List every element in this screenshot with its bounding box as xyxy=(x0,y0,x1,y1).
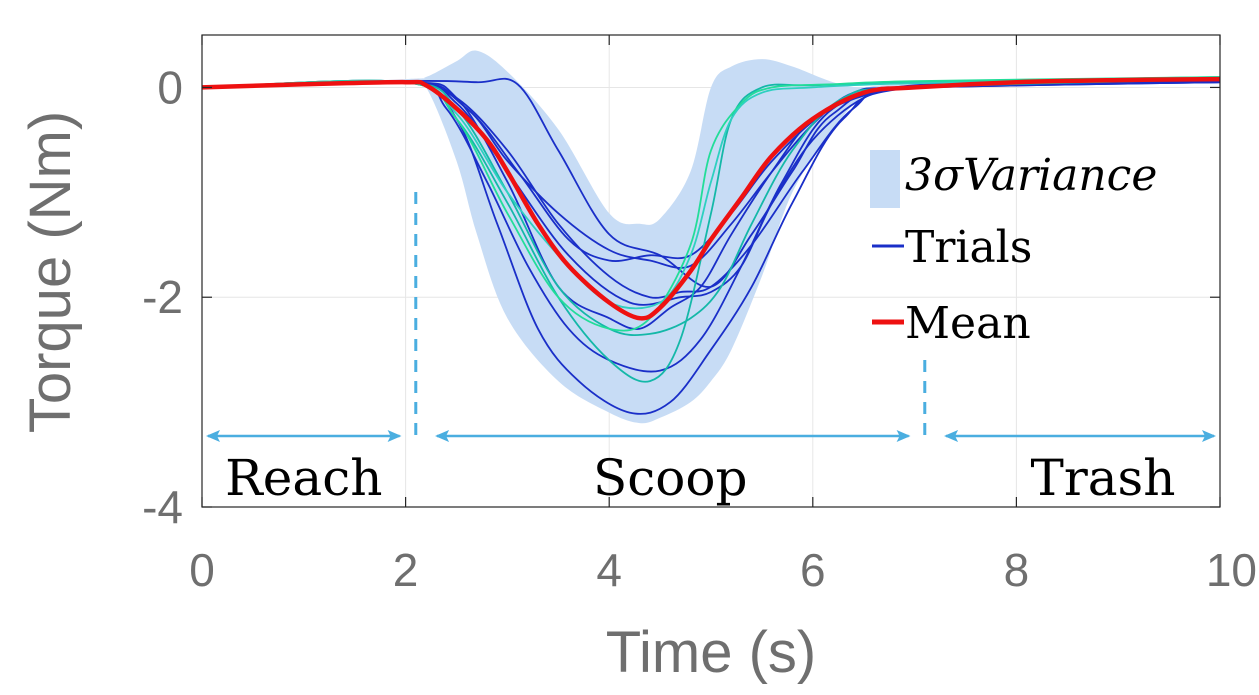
x-tick-label-1: 2 xyxy=(393,544,419,596)
x-tick-label-3: 6 xyxy=(800,544,826,596)
phase-label-trash: Trash xyxy=(1030,449,1175,507)
phase-layer: Reach Scoop Trash xyxy=(206,192,1216,507)
legend-mean-label: Mean xyxy=(905,298,1031,349)
mean-line xyxy=(202,76,1220,321)
phase-label-reach: Reach xyxy=(225,449,382,507)
legend-variance-label: 3σVariance xyxy=(905,150,1157,201)
y-tick-label-0: 0 xyxy=(157,61,183,113)
legend-trials-label: Trials xyxy=(905,222,1032,273)
legend-variance-swatch xyxy=(870,150,900,208)
plot-frame xyxy=(201,34,1221,508)
trial-line-11 xyxy=(202,76,1220,332)
trial-line-12 xyxy=(202,77,1220,310)
x-tick-label-4: 8 xyxy=(1004,544,1030,596)
x-tick-label-0: 0 xyxy=(189,544,215,596)
ticks: 0 2 4 6 8 10 0 -2 -4 xyxy=(142,35,1257,596)
x-tick-label-2: 4 xyxy=(596,544,622,596)
y-axis-label: Torque (Nm) xyxy=(18,111,83,433)
mean-layer xyxy=(202,76,1220,321)
legend: 3σVariance Trials Mean xyxy=(870,150,1157,349)
y-tick-label-2: -4 xyxy=(142,481,183,533)
x-tick-label-5: 10 xyxy=(1206,544,1257,596)
phase-label-scoop: Scoop xyxy=(593,449,747,507)
y-tick-label-1: -2 xyxy=(142,271,183,323)
x-axis-label: Time (s) xyxy=(606,620,816,685)
